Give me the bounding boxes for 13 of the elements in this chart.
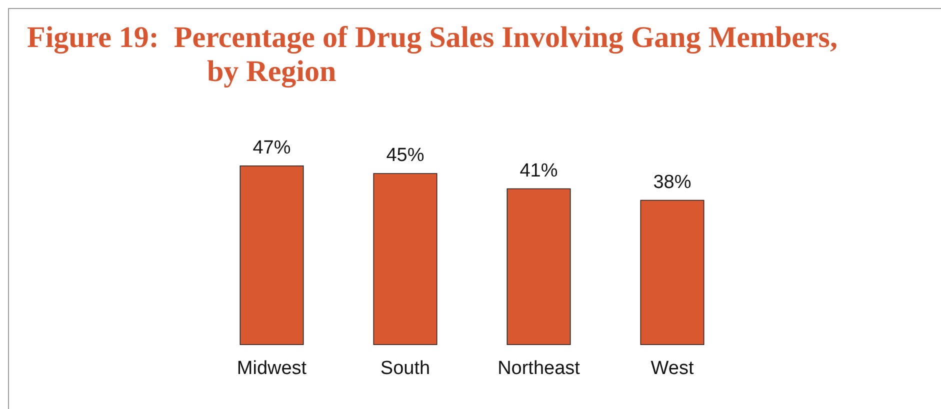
bar <box>640 200 704 345</box>
x-tick-label: Midwest <box>236 358 308 379</box>
bar <box>506 188 571 345</box>
chart-title: Figure 19: Percentage of Drug Sales Involving Gang Members, by Region <box>27 21 838 89</box>
x-tick-label: West <box>650 358 694 379</box>
x-tick-label: Northeast <box>498 358 581 379</box>
data-label: 45% <box>386 145 424 166</box>
data-label: 38% <box>653 172 692 193</box>
x-tick-label: South <box>380 358 430 379</box>
bar <box>240 165 304 345</box>
data-label: 47% <box>252 137 291 158</box>
data-label: 41% <box>520 160 558 182</box>
bar <box>373 173 438 345</box>
